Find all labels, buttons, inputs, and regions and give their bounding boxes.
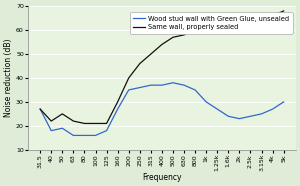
Same wall, properly sealed bbox=[282, 10, 286, 12]
Wood stud wall with Green Glue, unsealed bbox=[82, 134, 86, 137]
Legend: Wood stud wall with Green Glue, unsealed, Same wall, properly sealed: Wood stud wall with Green Glue, unsealed… bbox=[130, 12, 292, 34]
Same wall, properly sealed bbox=[238, 29, 241, 31]
Wood stud wall with Green Glue, unsealed bbox=[215, 108, 219, 110]
Same wall, properly sealed bbox=[50, 120, 53, 122]
Line: Wood stud wall with Green Glue, unsealed: Wood stud wall with Green Glue, unsealed bbox=[40, 83, 284, 135]
X-axis label: Frequency: Frequency bbox=[142, 173, 182, 182]
Wood stud wall with Green Glue, unsealed bbox=[226, 115, 230, 117]
Same wall, properly sealed bbox=[116, 101, 119, 103]
Same wall, properly sealed bbox=[138, 62, 142, 65]
Wood stud wall with Green Glue, unsealed bbox=[50, 129, 53, 132]
Wood stud wall with Green Glue, unsealed bbox=[149, 84, 153, 86]
Same wall, properly sealed bbox=[61, 113, 64, 115]
Same wall, properly sealed bbox=[160, 43, 164, 46]
Same wall, properly sealed bbox=[105, 122, 108, 125]
Wood stud wall with Green Glue, unsealed bbox=[249, 115, 252, 117]
Same wall, properly sealed bbox=[149, 53, 153, 55]
Same wall, properly sealed bbox=[127, 77, 130, 79]
Wood stud wall with Green Glue, unsealed bbox=[38, 108, 42, 110]
Wood stud wall with Green Glue, unsealed bbox=[138, 86, 142, 89]
Wood stud wall with Green Glue, unsealed bbox=[72, 134, 75, 137]
Same wall, properly sealed bbox=[215, 22, 219, 24]
Same wall, properly sealed bbox=[204, 24, 208, 26]
Same wall, properly sealed bbox=[226, 24, 230, 26]
Line: Same wall, properly sealed: Same wall, properly sealed bbox=[40, 11, 284, 124]
Same wall, properly sealed bbox=[171, 36, 175, 38]
Wood stud wall with Green Glue, unsealed bbox=[61, 127, 64, 129]
Same wall, properly sealed bbox=[82, 122, 86, 125]
Wood stud wall with Green Glue, unsealed bbox=[193, 89, 197, 91]
Same wall, properly sealed bbox=[193, 29, 197, 31]
Wood stud wall with Green Glue, unsealed bbox=[204, 101, 208, 103]
Wood stud wall with Green Glue, unsealed bbox=[182, 84, 186, 86]
Same wall, properly sealed bbox=[271, 15, 275, 17]
Wood stud wall with Green Glue, unsealed bbox=[260, 113, 263, 115]
Wood stud wall with Green Glue, unsealed bbox=[171, 82, 175, 84]
Same wall, properly sealed bbox=[38, 108, 42, 110]
Wood stud wall with Green Glue, unsealed bbox=[160, 84, 164, 86]
Wood stud wall with Green Glue, unsealed bbox=[238, 118, 241, 120]
Same wall, properly sealed bbox=[260, 19, 263, 22]
Y-axis label: Noise reduction (dB): Noise reduction (dB) bbox=[4, 39, 13, 117]
Wood stud wall with Green Glue, unsealed bbox=[282, 101, 286, 103]
Wood stud wall with Green Glue, unsealed bbox=[105, 129, 108, 132]
Wood stud wall with Green Glue, unsealed bbox=[127, 89, 130, 91]
Wood stud wall with Green Glue, unsealed bbox=[271, 108, 275, 110]
Same wall, properly sealed bbox=[182, 34, 186, 36]
Same wall, properly sealed bbox=[72, 120, 75, 122]
Same wall, properly sealed bbox=[94, 122, 97, 125]
Same wall, properly sealed bbox=[249, 31, 252, 34]
Wood stud wall with Green Glue, unsealed bbox=[116, 108, 119, 110]
Wood stud wall with Green Glue, unsealed bbox=[94, 134, 97, 137]
